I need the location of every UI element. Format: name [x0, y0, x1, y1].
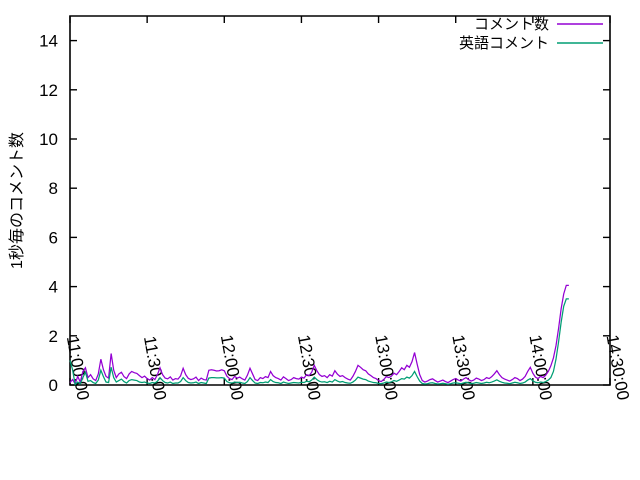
y-tick-label: 6 [49, 228, 58, 247]
y-tick-label: 4 [49, 278, 58, 297]
y-axis-title: 1秒毎のコメント数 [8, 132, 26, 269]
y-axis-title-text: 1秒毎のコメント数 [8, 132, 26, 269]
x-tick-label: 11:30:00 [140, 334, 170, 401]
data-series-group [69, 284, 569, 386]
y-tick-label: 2 [49, 327, 58, 346]
x-tick-label: 11:00:00 [63, 334, 93, 401]
plot-border [69, 15, 611, 386]
legend-label-1: 英語コメント [459, 34, 549, 52]
x-tick-label: 13:30:00 [448, 333, 478, 401]
x-tick-label: 13:00:00 [371, 333, 401, 401]
x-tick-label: 14:30:00 [603, 333, 633, 401]
series-line-0 [69, 284, 569, 386]
y-tick-label: 14 [39, 32, 58, 51]
series-line-1 [69, 298, 569, 386]
y-tick-label: 10 [39, 130, 58, 149]
y-axis-ticks: 0 2 4 6 8 10 12 14 [39, 32, 610, 395]
x-tick-label: 12:30:00 [294, 333, 324, 401]
y-tick-label: 8 [49, 179, 58, 198]
x-axis-ticks: 11:00:00 11:30:00 12:00:00 12:30:00 13:00:00… [63, 16, 633, 402]
x-tick-label: 12:00:00 [217, 333, 247, 401]
y-tick-label: 12 [39, 81, 58, 100]
y-tick-label: 0 [49, 376, 58, 395]
legend-label-0: コメント数 [474, 16, 549, 33]
plot-frame [69, 15, 611, 386]
